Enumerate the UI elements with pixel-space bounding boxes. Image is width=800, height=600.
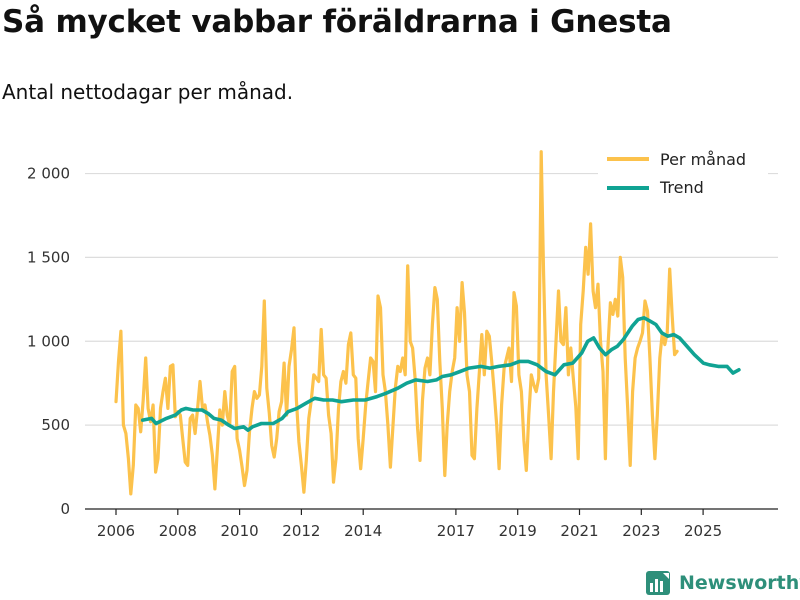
y-tick-label: 0 <box>60 500 70 518</box>
x-tick-label: 2012 <box>282 522 320 540</box>
legend-label-trend: Trend <box>659 178 704 197</box>
chart-title: Så mycket vabbar föräldrarna i Gnesta <box>2 4 672 40</box>
x-tick-label: 2010 <box>221 522 259 540</box>
brand-logo: Newsworthy <box>645 570 800 596</box>
brand-name: Newsworthy <box>679 572 800 594</box>
x-tick-label: 2023 <box>622 522 660 540</box>
y-tick-label: 500 <box>41 416 70 434</box>
y-tick-label: 1 500 <box>27 248 70 266</box>
x-tick-label: 2017 <box>437 522 475 540</box>
x-tick-label: 2008 <box>159 522 197 540</box>
x-axis: 2006 2008 2010 2012 2014 2017 2019 2021 2023 2025 <box>85 508 778 540</box>
series-line-trend <box>140 316 741 432</box>
x-tick-label: 2021 <box>560 522 598 540</box>
grid-lines <box>85 172 778 426</box>
x-tick-label: 2025 <box>684 522 722 540</box>
x-tick-label: 2006 <box>97 522 135 540</box>
chart-subtitle: Antal nettodagar per månad. <box>2 80 294 104</box>
x-tick-label: 2014 <box>344 522 382 540</box>
series-lines <box>114 150 741 496</box>
y-tick-label: 2 000 <box>27 165 70 183</box>
x-tick-label: 2019 <box>499 522 537 540</box>
newsworthy-logo-icon <box>646 571 670 595</box>
series-line-per-manad <box>114 150 679 496</box>
y-axis-ticks: 0 500 1 000 1 500 2 000 <box>27 165 70 518</box>
y-tick-label: 1 000 <box>27 332 70 350</box>
legend: Per månad Trend <box>598 148 768 206</box>
legend-label-per-manad: Per månad <box>660 150 746 169</box>
